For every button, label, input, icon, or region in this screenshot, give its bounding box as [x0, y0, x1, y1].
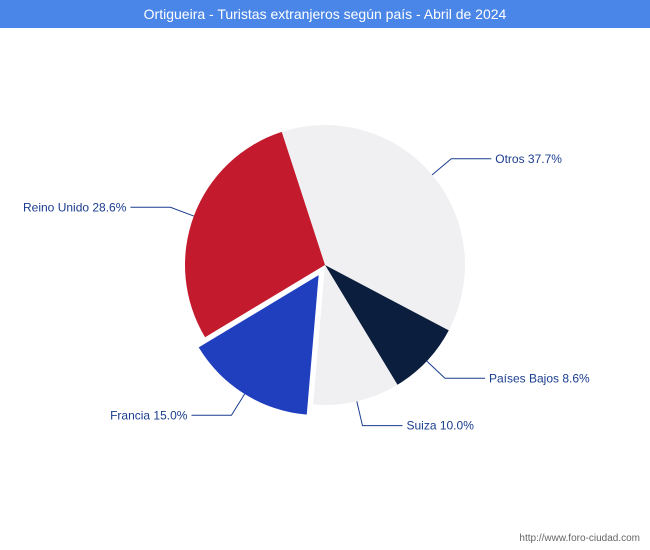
slice-label-suiza: Suiza 10.0%	[406, 419, 474, 433]
leader-line	[427, 361, 485, 378]
leader-line	[130, 207, 193, 216]
slice-label-países-bajos: Países Bajos 8.6%	[489, 371, 590, 385]
footer-credit: http://www.foro-ciudad.com	[519, 533, 640, 544]
chart-area: Otros 37.7% Países Bajos 8.6% Suiza 10.0% F…	[0, 28, 650, 518]
leader-line	[357, 401, 403, 425]
leader-line	[432, 159, 491, 175]
slice-label-otros: Otros 37.7%	[495, 152, 562, 166]
pie-chart: Otros 37.7% Países Bajos 8.6% Suiza 10.0% F…	[0, 28, 650, 518]
leader-line	[191, 394, 244, 415]
slice-label-reino-unido: Reino Unido 28.6%	[23, 200, 127, 214]
chart-title-bar: Ortigueira - Turistas extranjeros según …	[0, 0, 650, 28]
slice-label-francia: Francia 15.0%	[110, 408, 188, 422]
chart-title: Ortigueira - Turistas extranjeros según …	[144, 6, 507, 22]
